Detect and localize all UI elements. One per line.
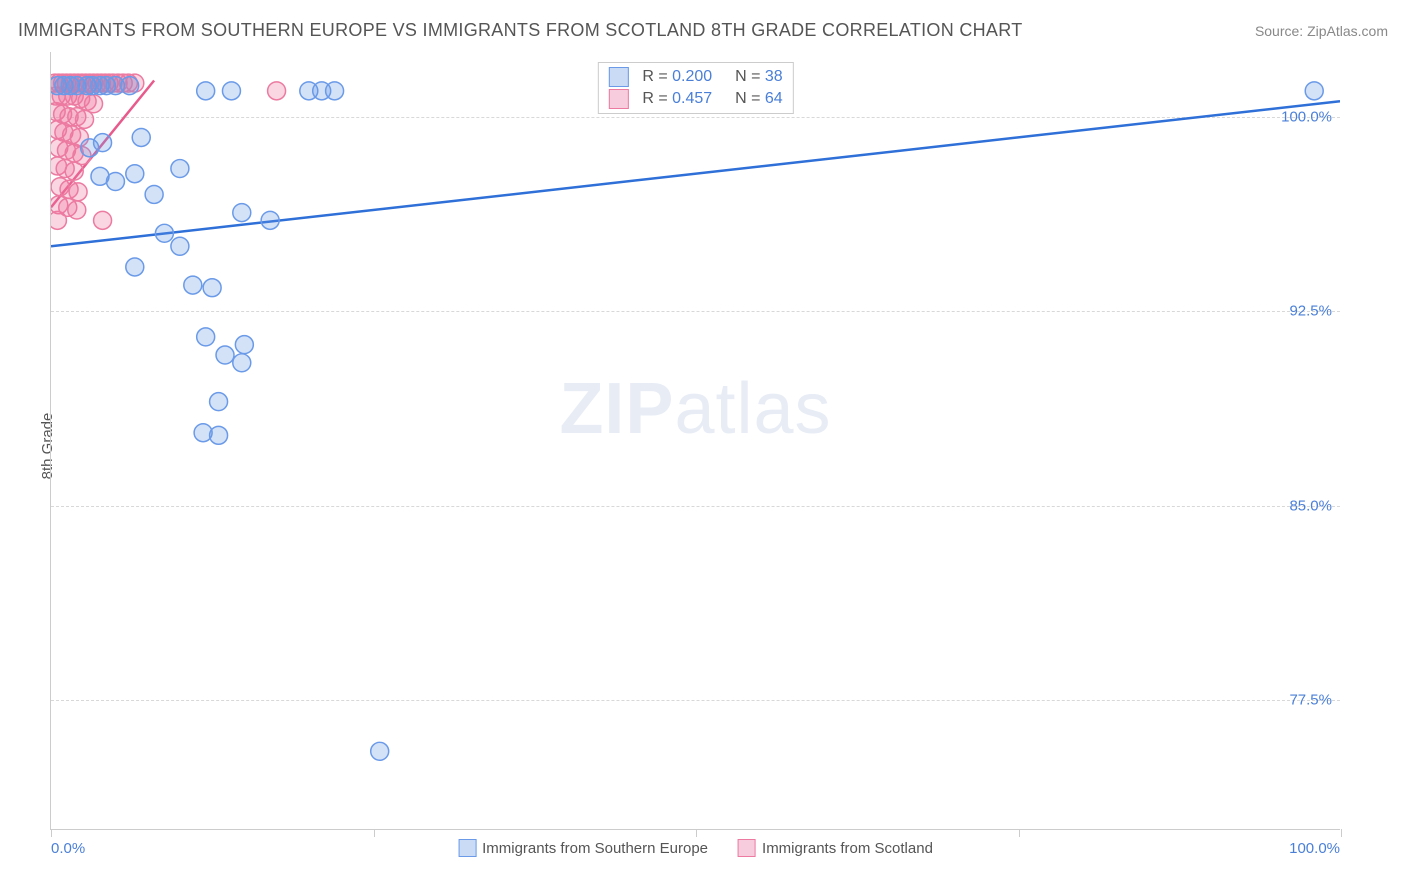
chart-source: Source: ZipAtlas.com [1255, 23, 1388, 39]
x-axis-min-label: 0.0% [51, 840, 85, 857]
correlation-legend: R = 0.200 N = 38 R = 0.457 N = 64 [597, 62, 793, 114]
x-axis-max-label: 100.0% [1289, 840, 1340, 857]
series-legend: Immigrants from Southern Europe Immigran… [458, 839, 933, 857]
n-value-1: 38 [765, 68, 783, 85]
correlation-row-1: R = 0.200 N = 38 [608, 66, 782, 88]
legend-swatch-blue [458, 839, 476, 857]
n-value-2: 64 [765, 90, 783, 107]
legend-swatch-pink [738, 839, 756, 857]
correlation-row-2: R = 0.457 N = 64 [608, 88, 782, 110]
r-label: R = [642, 68, 672, 85]
n-label: N = [726, 90, 765, 107]
legend-label-2: Immigrants from Scotland [762, 840, 933, 857]
r-value-1: 0.200 [672, 68, 712, 85]
chart-canvas [51, 52, 1340, 829]
legend-label-1: Immigrants from Southern Europe [482, 840, 708, 857]
plot-area: ZIPatlas 77.5%85.0%92.5%100.0% 0.0% 100.… [50, 52, 1340, 830]
legend-swatch-pink [608, 89, 628, 109]
chart-title: IMMIGRANTS FROM SOUTHERN EUROPE VS IMMIG… [18, 20, 1023, 41]
r-value-2: 0.457 [672, 90, 712, 107]
legend-swatch-blue [608, 67, 628, 87]
r-label: R = [642, 90, 672, 107]
chart-header: IMMIGRANTS FROM SOUTHERN EUROPE VS IMMIG… [18, 20, 1388, 41]
legend-item-1: Immigrants from Southern Europe [458, 839, 708, 857]
n-label: N = [726, 68, 765, 85]
legend-item-2: Immigrants from Scotland [738, 839, 933, 857]
